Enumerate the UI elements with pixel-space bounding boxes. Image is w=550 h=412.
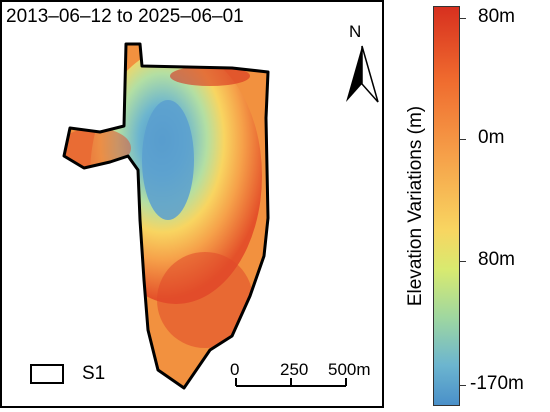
colorbar-title: Elevation Variations (m) bbox=[405, 105, 426, 307]
colorbar-tick bbox=[460, 385, 466, 386]
legend-label: S1 bbox=[82, 363, 106, 384]
scale-bar bbox=[235, 378, 347, 387]
colorbar-tick-label: 0m bbox=[478, 127, 505, 148]
colorbar-tick bbox=[460, 261, 466, 262]
site-area bbox=[64, 44, 268, 388]
date-range-title: 2013–06–12 to 2025–06–01 bbox=[6, 6, 244, 27]
north-label: N bbox=[349, 22, 362, 41]
colorbar-tick bbox=[460, 139, 466, 140]
colorbar-tick-label: 80m bbox=[478, 249, 515, 270]
site-boundary bbox=[62, 42, 270, 390]
colorbar bbox=[433, 6, 460, 406]
colorbar-tick bbox=[460, 18, 466, 19]
scale-label-start: 0 bbox=[230, 360, 240, 379]
legend-swatch bbox=[30, 364, 64, 384]
colorbar-tick-label: -170m bbox=[470, 373, 524, 394]
north-arrow-icon bbox=[346, 45, 379, 103]
colorbar-tick-label: 80m bbox=[478, 6, 515, 27]
scale-label-mid: 250 bbox=[280, 360, 309, 379]
scale-label-end: 500m bbox=[328, 360, 371, 379]
